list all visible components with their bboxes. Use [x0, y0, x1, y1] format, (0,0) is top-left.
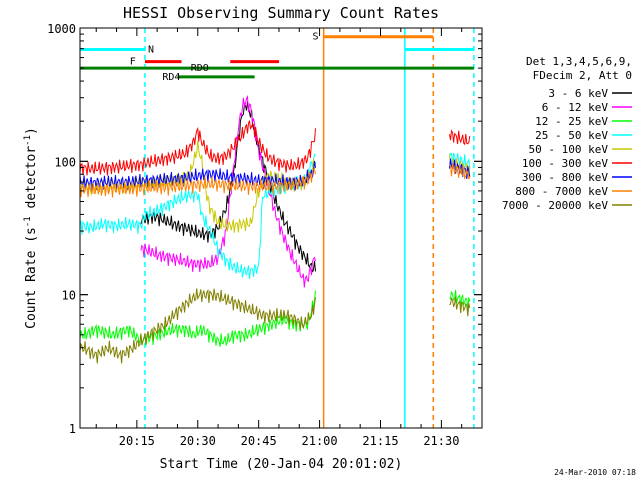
y-axis-ticks: 1 10 100 1000: [47, 22, 482, 436]
flag-bar-label-0: N: [148, 44, 154, 55]
series-line-5-segment-1: [449, 129, 471, 146]
plot-frame: [79, 27, 483, 429]
legend-label-8: 7000 - 20000 keV: [502, 199, 608, 212]
legend-label-5: 100 - 300 keV: [522, 157, 608, 170]
series-line-5-segment-0: [80, 120, 316, 176]
legend-label-6: 300 - 800 keV: [522, 171, 608, 184]
series-line-2-segment-1: [449, 289, 471, 311]
x-tick-label-2: 20:45: [241, 434, 277, 448]
legend-label-1: 6 - 12 keV: [542, 101, 609, 114]
flag-bar-label-4: RD4: [162, 72, 180, 83]
legend: Det 1,3,4,5,6,9, FDecim 2, Att 0 3 - 6 k…: [502, 55, 632, 212]
legend-header-line-2: FDecim 2, Att 0: [533, 69, 632, 82]
footer-timestamp: 24-Mar-2010 07:18: [554, 468, 636, 477]
series-line-3-segment-0: [80, 153, 316, 280]
series-lines: [80, 94, 471, 364]
legend-label-7: 800 - 7000 keV: [515, 185, 608, 198]
flag-bars: N S F RDO RD4: [80, 32, 474, 83]
series-line-0-segment-0: [140, 101, 316, 273]
series-line-7-segment-0: [80, 168, 316, 198]
y-axis-label-end: ): [24, 127, 39, 135]
series-line-6-segment-1: [449, 158, 471, 179]
y-axis-label-main: Count Rate (s: [24, 227, 39, 329]
chart-title: HESSI Observing Summary Count Rates: [123, 4, 439, 22]
series-line-4-segment-1: [449, 153, 471, 177]
flag-bar-label-1: S: [312, 32, 318, 43]
x-axis-ticks: 20:15 20:30 20:45 21:00 21:15 21:30: [95, 28, 483, 448]
x-tick-label-3: 21:00: [302, 434, 338, 448]
x-tick-label-1: 20:30: [180, 434, 216, 448]
y-tick-label-1: 10: [62, 289, 76, 303]
y-axis-label-sup2: -1: [23, 135, 33, 146]
x-tick-label-0: 20:15: [119, 434, 155, 448]
x-axis-label: Start Time (20-Jan-04 20:01:02): [160, 457, 403, 472]
x-tick-label-4: 21:15: [362, 434, 398, 448]
series-line-6-segment-0: [80, 160, 316, 191]
y-axis-label: Count Rate (s-1 detector-1): [23, 127, 39, 329]
legend-label-2: 12 - 25 keV: [535, 115, 608, 128]
flag-bar-label-3: RDO: [191, 63, 209, 74]
series-line-8-segment-1: [449, 296, 471, 317]
y-axis-label-mid: detector: [24, 146, 39, 217]
x-tick-label-5: 21:30: [423, 434, 459, 448]
legend-header-line-1: Det 1,3,4,5,6,9,: [526, 55, 632, 68]
y-axis-label-sup1: -1: [23, 216, 33, 227]
flag-bar-label-2: F: [130, 57, 136, 68]
legend-label-4: 50 - 100 keV: [529, 143, 609, 156]
y-tick-label-2: 100: [54, 155, 76, 169]
legend-label-3: 25 - 50 keV: [535, 129, 608, 142]
series-line-7-segment-1: [449, 163, 471, 180]
series-line-8-segment-0: [80, 288, 316, 364]
y-tick-label-3: 1000: [47, 22, 76, 36]
series-line-1-segment-0: [140, 94, 316, 288]
series-line-2-segment-0: [80, 290, 316, 347]
y-tick-label-0: 1: [69, 422, 76, 436]
legend-label-0: 3 - 6 keV: [548, 87, 608, 100]
vertical-lines: [144, 28, 475, 428]
